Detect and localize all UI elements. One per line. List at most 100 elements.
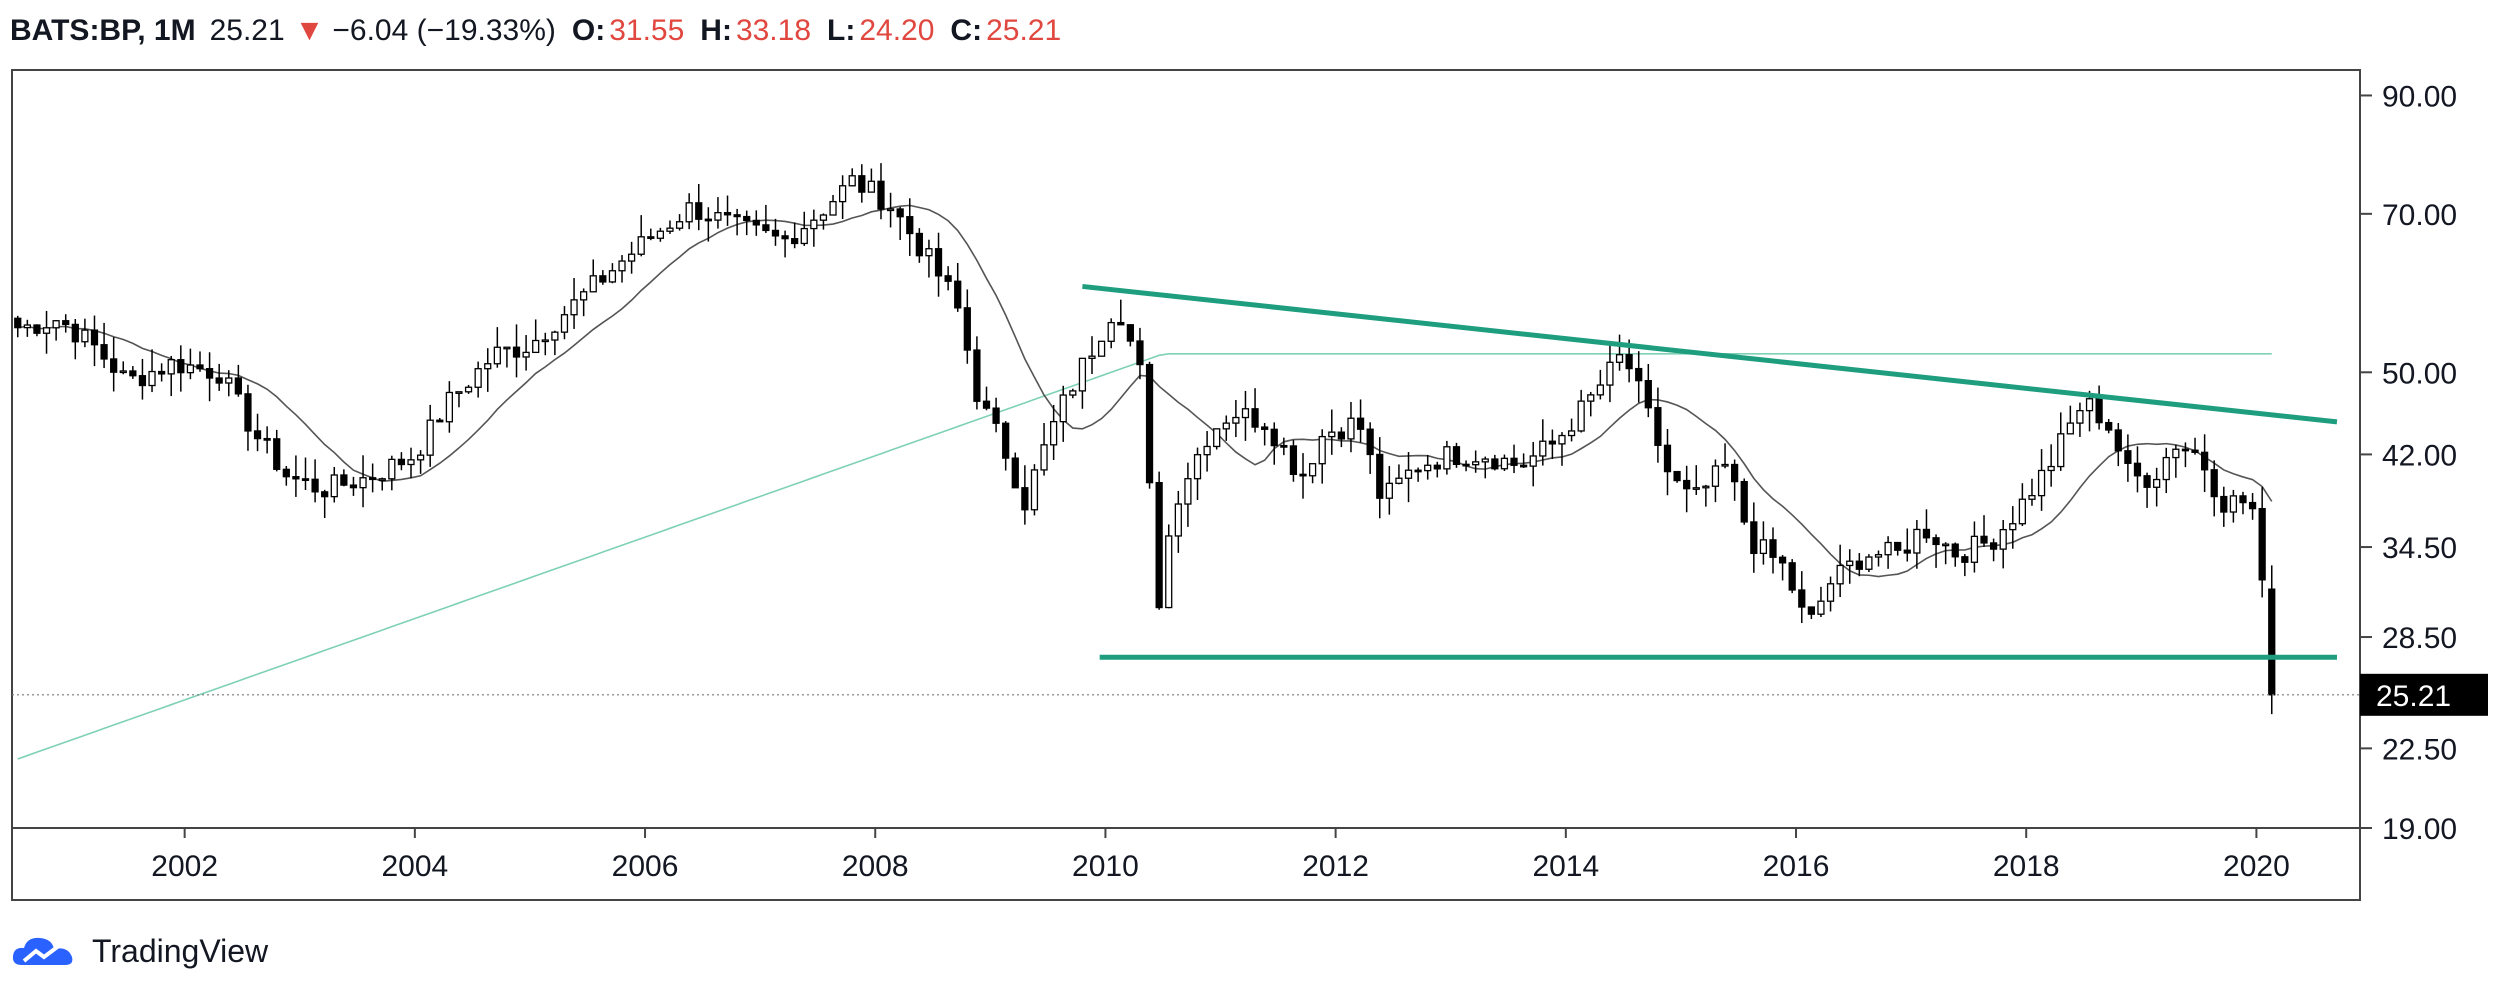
candle [1059, 385, 1067, 442]
candle-body [743, 215, 751, 222]
candle-body [656, 230, 665, 239]
candle-body [915, 232, 923, 257]
candle [2143, 472, 2151, 508]
candle-body [2210, 469, 2218, 498]
candle [1894, 541, 1902, 556]
candle [1922, 509, 1931, 543]
candle [1980, 515, 1988, 547]
candle-body [1491, 458, 1499, 470]
candle-body [167, 359, 175, 375]
candle [2191, 437, 2199, 455]
candle-body [714, 212, 722, 221]
candle [110, 337, 118, 392]
candle-body [129, 370, 137, 377]
candle [915, 228, 923, 263]
candle [714, 197, 722, 229]
tradingview-cloud-icon[interactable] [10, 931, 80, 971]
candle-body [886, 208, 895, 212]
candle [2229, 489, 2238, 523]
candle-body [675, 221, 684, 229]
candle [359, 455, 367, 508]
candle-body [973, 349, 981, 402]
candle [1778, 555, 1787, 581]
candle-body [2047, 465, 2055, 472]
candle-body [474, 368, 482, 388]
candle-body [2124, 450, 2132, 464]
candle [618, 255, 626, 283]
candle-body [445, 391, 453, 423]
candle [158, 363, 166, 382]
candle-body [896, 208, 904, 218]
candle [1289, 440, 1298, 482]
candle-body [704, 218, 712, 222]
candle [1913, 520, 1921, 569]
candle [810, 209, 818, 247]
candle-body [196, 364, 204, 370]
candle-body [1097, 340, 1106, 357]
candle-body [1193, 454, 1202, 480]
candle [1663, 428, 1672, 496]
candle [177, 345, 185, 392]
high-value: 33.18 [735, 14, 812, 47]
candle-body [1270, 428, 1278, 447]
candle-body [1778, 556, 1787, 564]
candle [253, 413, 262, 452]
candle [196, 351, 204, 372]
candle [637, 215, 645, 257]
candle [934, 232, 943, 297]
candle [455, 391, 463, 408]
candle-body [1366, 428, 1374, 456]
candle-body [580, 291, 588, 301]
candle [2009, 506, 2017, 549]
candle-body [340, 474, 348, 486]
time-axis[interactable]: 2002 2004 2006 2008 2010 2012 2014 2016 2018 2020 [151, 828, 2290, 883]
candle [1078, 357, 1087, 409]
candle [1232, 399, 1240, 438]
candle [839, 175, 847, 220]
candle-body [1942, 543, 1950, 547]
candle-body [1184, 478, 1192, 505]
candle-body [1510, 457, 1518, 466]
candle [2105, 418, 2113, 434]
candle [503, 346, 511, 368]
candle [1558, 432, 1566, 466]
candle [436, 418, 444, 423]
candle [349, 476, 358, 496]
candle-body [541, 339, 549, 343]
candle-body [1002, 422, 1010, 459]
candle-body [1011, 457, 1019, 489]
candle [1769, 527, 1777, 574]
price-chart[interactable]: 25.21 90.00 70.00 50.00 42.00 34.50 28.50 22.5… [0, 0, 2500, 910]
price-axis[interactable]: 90.00 70.00 50.00 42.00 34.50 28.50 22.50 19.00 [2360, 80, 2457, 846]
candle [1097, 340, 1106, 357]
candle [100, 322, 108, 369]
candle-body [839, 185, 847, 203]
candle-body [1356, 417, 1365, 430]
candle-body [311, 478, 319, 493]
candle [1213, 428, 1221, 450]
candle-body [2181, 448, 2190, 452]
candle [2076, 402, 2084, 437]
candle [1615, 334, 1624, 371]
candle-body [1817, 600, 1825, 615]
candle-body [1903, 549, 1911, 554]
candle-body [2258, 507, 2266, 581]
candle [1826, 576, 1835, 612]
candle [186, 348, 195, 380]
candle-body [1088, 355, 1096, 359]
candle-body [685, 202, 693, 223]
candle-body [954, 280, 962, 309]
candle-body [2191, 449, 2199, 453]
symbol-label[interactable]: BATS:BP, 1M [10, 14, 196, 47]
candle-body [637, 236, 645, 255]
candle [1040, 422, 1048, 476]
candle [1155, 471, 1163, 610]
tradingview-brand[interactable]: TradingView [92, 932, 269, 969]
candle [1865, 554, 1873, 573]
candle-body [1376, 453, 1384, 499]
candle [1270, 422, 1278, 465]
candle [1567, 418, 1576, 442]
candle [627, 241, 636, 274]
candle [1587, 391, 1595, 417]
candle [1011, 452, 1019, 489]
